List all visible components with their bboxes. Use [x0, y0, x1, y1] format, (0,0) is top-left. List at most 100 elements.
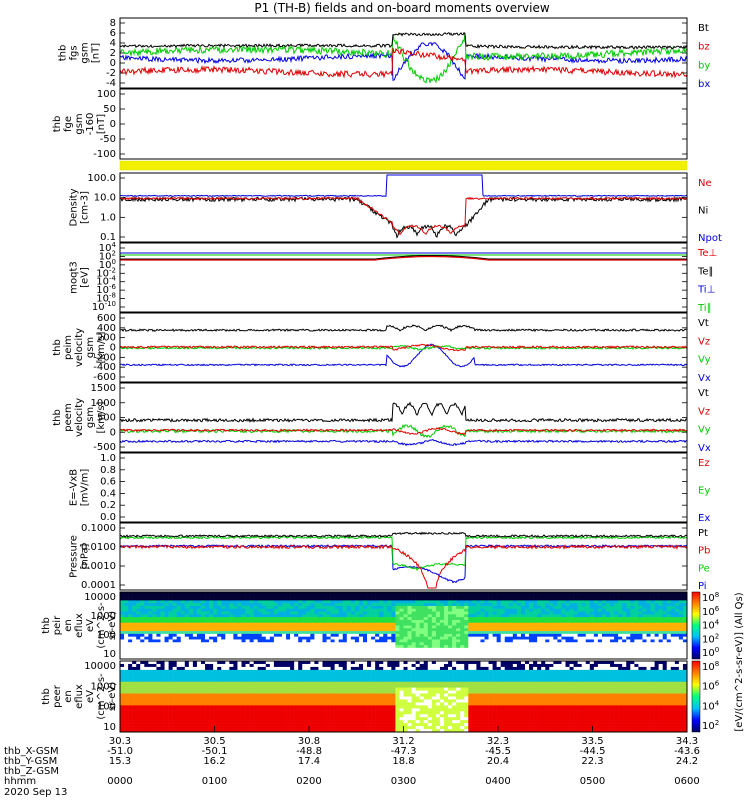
heatmap-cell: [180, 684, 186, 688]
heatmap-cell: [589, 639, 595, 643]
heatmap-cell: [439, 628, 445, 632]
heatmap-cell: [423, 645, 429, 649]
heatmap-cell: [682, 619, 688, 624]
heatmap-cell: [322, 605, 327, 610]
heatmap-cell: [488, 642, 493, 646]
heatmap-cell: [286, 639, 291, 643]
heatmap-cell: [176, 656, 182, 660]
heatmap-cell: [120, 597, 125, 601]
heatmap-cell: [492, 625, 497, 629]
heatmap-cell: [168, 702, 173, 706]
legend-entry: Vt: [698, 318, 709, 329]
heatmap-cell: [626, 619, 631, 624]
heatmap-cell: [597, 631, 603, 635]
heatmap-cell: [241, 714, 246, 718]
heatmap-cell: [666, 614, 672, 618]
heatmap-cell: [674, 622, 680, 626]
heatmap-cell: [585, 600, 591, 604]
heatmap-cell: [229, 603, 234, 607]
heatmap-cell: [464, 608, 469, 612]
heatmap-cell: [411, 619, 416, 624]
heatmap-cell: [217, 663, 222, 668]
heatmap-cell: [379, 631, 384, 635]
heatmap-cell: [229, 594, 234, 598]
ytick-label: 0.0: [100, 512, 116, 523]
heatmap-cell: [658, 614, 663, 618]
heatmap-cell: [221, 669, 226, 674]
heatmap-cell: [237, 653, 242, 657]
heatmap-cell: [128, 684, 133, 688]
heatmap-cell: [439, 614, 445, 618]
heatmap-cell: [213, 611, 218, 615]
heatmap-cell: [642, 642, 647, 646]
heatmap-cell: [614, 619, 619, 624]
heatmap-cell: [472, 639, 477, 643]
heatmap-cell: [302, 603, 307, 607]
heatmap-cell: [209, 711, 214, 715]
heatmap-cell: [545, 647, 550, 651]
heatmap-cell: [601, 656, 607, 660]
heatmap-cell: [460, 617, 465, 621]
heatmap-cell: [646, 592, 651, 596]
heatmap-cell: [152, 693, 157, 697]
heatmap-cell: [630, 642, 635, 646]
heatmap-cell: [209, 653, 214, 657]
heatmap-cell: [525, 631, 530, 635]
heatmap-cell: [326, 642, 331, 646]
heatmap-cell: [290, 592, 295, 596]
heatmap-cell: [217, 600, 222, 604]
heatmap-cell: [265, 672, 271, 677]
heatmap-cell: [265, 600, 271, 604]
heatmap-cell: [626, 653, 631, 657]
ytick-label: 0.1: [100, 232, 116, 243]
heatmap-cell: [678, 656, 684, 660]
heatmap-cell: [435, 603, 441, 607]
heatmap-cell: [658, 597, 663, 601]
heatmap-cell: [674, 605, 680, 610]
heatmap-cell: [225, 717, 230, 721]
heatmap-cell: [257, 656, 263, 660]
heatmap-cell: [415, 622, 420, 626]
ytick-label: 0.0001: [81, 580, 116, 591]
heatmap-cell: [500, 603, 506, 607]
heatmap-cell: [205, 645, 210, 649]
heatmap-cell: [537, 605, 542, 610]
heatmap-cell: [614, 608, 619, 612]
heatmap-cell: [249, 684, 254, 688]
heatmap-cell: [411, 628, 416, 632]
heatmap-cell: [496, 650, 501, 654]
heatmap-cell: [387, 639, 392, 643]
heatmap-cell: [184, 687, 190, 691]
heatmap-cell: [233, 672, 238, 677]
heatmap-cell: [306, 663, 311, 668]
heatmap-cell: [192, 617, 198, 621]
heatmap-cell: [314, 611, 319, 615]
heatmap-cell: [516, 645, 522, 649]
heatmap-cell: [330, 663, 335, 668]
heatmap-cell: [496, 622, 501, 626]
heatmap-cell: [334, 603, 339, 607]
heatmap-cell: [314, 717, 319, 721]
heatmap-cell: [249, 594, 254, 598]
heatmap-cell: [533, 642, 538, 646]
heatmap-cell: [330, 594, 335, 598]
heatmap-cell: [654, 628, 659, 632]
heatmap-cell: [265, 645, 271, 649]
heatmap-cell: [128, 611, 133, 615]
heatmap-cell: [456, 647, 461, 651]
heatmap-cell: [184, 681, 190, 685]
heatmap-cell: [225, 611, 230, 615]
heatmap-cell: [229, 726, 234, 730]
heatmap-cell: [460, 614, 465, 618]
heatmap-cell: [277, 600, 283, 604]
heatmap-cell: [464, 647, 469, 651]
heatmap-cell: [573, 608, 578, 612]
heatmap-cell: [597, 592, 603, 596]
heatmap-cell: [492, 639, 497, 643]
heatmap-cell: [419, 605, 425, 610]
heatmap-cell: [310, 690, 315, 694]
heatmap-cell: [249, 726, 254, 730]
heatmap-cell: [269, 717, 275, 721]
